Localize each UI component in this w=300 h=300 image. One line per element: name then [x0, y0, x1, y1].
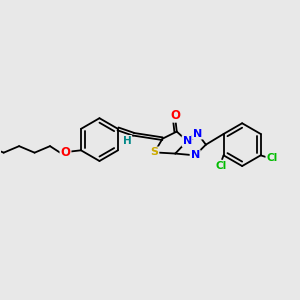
- Text: N: N: [190, 150, 200, 160]
- Text: N: N: [182, 136, 192, 146]
- Text: S: S: [151, 147, 158, 158]
- Text: O: O: [61, 146, 70, 159]
- Text: Cl: Cl: [215, 161, 226, 171]
- Text: H: H: [122, 136, 131, 146]
- Text: N: N: [193, 129, 202, 139]
- Text: O: O: [170, 109, 180, 122]
- Text: Cl: Cl: [266, 153, 278, 163]
